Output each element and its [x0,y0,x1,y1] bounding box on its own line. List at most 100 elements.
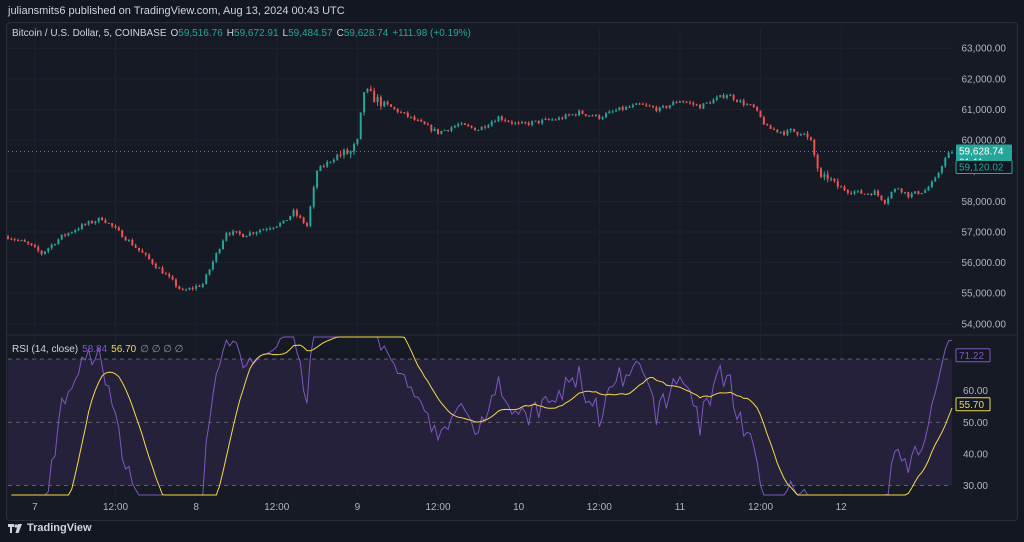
candle-body-25 [90,221,93,224]
candle-body-51 [178,286,181,289]
candle-body-87 [299,215,302,218]
candle-body-186 [631,104,634,108]
candle-body-204 [692,102,695,105]
candle-body-185 [628,106,631,108]
rsi-ma-value: 56.70 [111,344,137,355]
rsi-tick-label: 30.00 [963,481,988,492]
candle-body-194 [658,107,661,111]
candle-body-151 [514,122,517,124]
rsi-lines [11,336,953,496]
close-value: 59,628.74 [343,28,389,39]
price-tick-label: 54,000.00 [962,319,1007,330]
candle-body-55 [191,288,194,290]
candle-body-202 [685,101,688,103]
candle-body-7 [30,243,33,246]
time-tick-label: 12:00 [103,502,128,513]
candle-body-49 [171,276,174,280]
candle-body-4 [20,240,23,242]
candle-body-252 [853,191,856,194]
candle-body-201 [682,101,685,103]
candle-body-154 [524,122,527,124]
time-tick-label: 8 [193,502,199,513]
candle-body-144 [490,121,493,126]
symbol-legend: Bitcoin / U.S. Dollar, 5, COINBASE O 59,… [12,28,475,39]
candle-body-279 [944,158,947,167]
candle-body-1 [10,238,13,240]
candle-body-278 [940,166,943,173]
candle-body-14 [54,244,57,246]
candle-body-129 [440,130,443,134]
candle-body-229 [776,129,779,132]
candle-body-131 [447,129,450,131]
candle-body-197 [668,105,671,108]
candle-body-256 [867,193,870,195]
tradingview-brand: TradingView [27,522,92,534]
candle-body-212 [719,95,722,98]
candle-body-191 [648,105,651,107]
candle-body-124 [423,121,426,125]
candle-body-40 [141,250,144,253]
candle-body-61 [211,261,214,270]
candle-body-251 [850,192,853,194]
candle-body-263 [890,191,893,199]
time-tick-label: 12:00 [264,502,289,513]
candle-body-58 [201,284,204,287]
candle-body-102 [349,151,352,154]
symbol-title[interactable]: Bitcoin / U.S. Dollar, 5, COINBASE [12,28,167,39]
candle-body-34 [121,230,124,238]
candle-body-138 [470,126,473,128]
candle-body-168 [571,114,574,116]
tradingview-logo[interactable]: TradingView [8,522,92,534]
candle-body-177 [601,117,604,119]
price-tick-label: 55,000.00 [962,289,1007,300]
candle-body-47 [164,273,167,275]
candle-body-255 [863,193,866,195]
candle-body-179 [608,111,611,114]
candle-body-277 [937,172,940,178]
candle-body-35 [124,237,127,241]
candle-body-213 [722,95,725,98]
candle-body-163 [554,119,557,121]
candle-body-86 [295,210,298,216]
candle-body-32 [114,226,117,228]
candle-body-233 [789,128,792,131]
candle-body-75 [258,230,261,233]
candle-body-117 [400,112,403,114]
candle-body-196 [665,105,668,108]
candle-body-261 [883,199,886,204]
candle-body-113 [386,101,389,105]
candle-body-45 [158,267,161,269]
candle-body-269 [910,193,913,198]
candle-body-123 [420,120,423,122]
candle-body-148 [504,119,507,121]
candle-body-245 [830,178,833,180]
candle-body-2 [13,239,16,241]
price-tick-label: 63,000.00 [962,44,1007,55]
candle-body-97 [332,159,335,162]
candle-body-83 [285,220,288,222]
candle-body-41 [144,252,147,255]
rsi-title[interactable]: RSI (14, close) [12,344,79,355]
high-key: H [226,28,235,39]
tradingview-icon [8,523,22,533]
candle-body-224 [759,110,762,118]
candle-body-221 [749,104,752,106]
candle-body-173 [588,115,591,117]
candle-body-69 [238,231,241,234]
candle-body-98 [336,154,339,160]
candle-body-77 [265,229,268,231]
candle-body-236 [799,134,802,136]
candle-body-20 [74,230,77,233]
candle-body-240 [813,140,816,156]
candle-body-176 [598,114,601,119]
candle-body-189 [641,103,644,105]
prev-close-tag: 59,120.02 [955,160,1013,175]
time-tick-label: 12 [836,502,848,513]
candle-body-215 [729,95,732,97]
candle-body-167 [568,114,571,116]
candle-body-114 [389,104,392,107]
candle-body-76 [262,229,265,231]
candle-body-222 [752,104,755,108]
